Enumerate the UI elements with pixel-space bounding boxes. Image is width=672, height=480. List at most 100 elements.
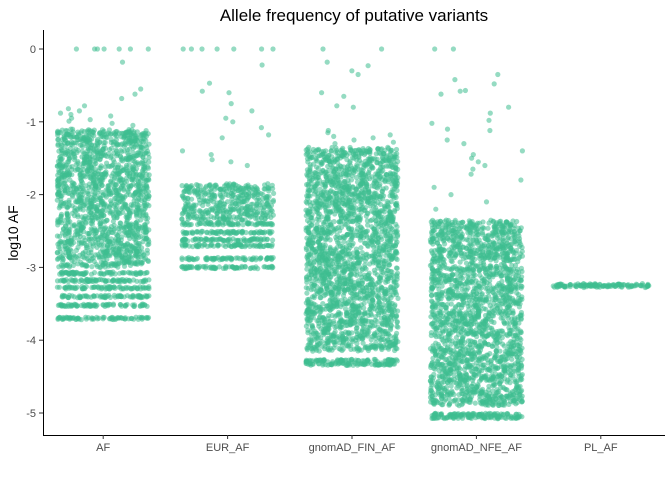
data-point-gnomad-fin-af xyxy=(377,174,383,180)
data-point-gnomad-fin-af xyxy=(379,188,385,195)
data-point-af xyxy=(132,270,138,276)
data-point-af xyxy=(81,303,87,309)
data-point-af xyxy=(121,294,127,300)
data-point-af xyxy=(127,210,133,216)
data-point-af xyxy=(79,148,86,154)
data-point-af xyxy=(73,254,79,260)
data-point-gnomad-fin-af xyxy=(350,240,356,246)
data-point-gnomad-fin-af xyxy=(329,291,335,297)
data-point-gnomad-fin-af xyxy=(372,233,378,239)
data-point-af xyxy=(69,203,75,209)
data-point-eur-af xyxy=(254,236,260,242)
data-point-gnomad-fin-af xyxy=(331,320,337,327)
data-point-eur-af xyxy=(195,186,201,192)
chart-title: Allele frequency of putative variants xyxy=(220,6,488,25)
data-point-af xyxy=(99,182,105,189)
data-point-af xyxy=(93,183,99,189)
data-point-gnomad-fin-af xyxy=(376,310,382,316)
data-point-gnomad-fin-af xyxy=(359,201,365,207)
data-point-af xyxy=(119,59,126,65)
data-point-gnomad-fin-af xyxy=(304,276,310,283)
data-point-gnomad-fin-af xyxy=(353,174,359,181)
data-point-eur-af xyxy=(228,159,234,165)
data-point-af xyxy=(77,294,83,300)
data-point-gnomad-fin-af xyxy=(357,224,364,230)
points-layer xyxy=(54,46,652,422)
data-point-gnomad-fin-af xyxy=(362,262,368,268)
data-point-af xyxy=(113,187,119,193)
data-point-eur-af xyxy=(199,228,205,234)
data-point-af xyxy=(141,197,147,203)
data-point-af xyxy=(132,91,138,97)
data-point-eur-af xyxy=(220,242,227,248)
data-point-af xyxy=(54,278,61,284)
data-point-eur-af xyxy=(234,229,240,236)
data-point-gnomad-fin-af xyxy=(364,234,370,240)
data-point-gnomad-fin-af xyxy=(304,290,310,296)
data-point-af xyxy=(79,144,86,150)
data-point-eur-af xyxy=(249,221,255,227)
data-point-gnomad-fin-af xyxy=(316,171,322,177)
data-point-gnomad-fin-af xyxy=(354,260,360,266)
data-point-af xyxy=(73,269,80,275)
data-point-eur-af xyxy=(206,80,213,86)
data-point-af xyxy=(64,132,70,138)
data-point-eur-af xyxy=(223,115,229,121)
data-point-af xyxy=(125,257,131,263)
data-point-af xyxy=(95,168,102,174)
data-point-gnomad-fin-af xyxy=(387,209,393,215)
data-point-af xyxy=(100,175,106,181)
data-point-af xyxy=(57,110,64,116)
data-point-gnomad-fin-af xyxy=(365,199,371,205)
data-point-af xyxy=(135,152,141,158)
data-point-af xyxy=(85,278,91,284)
data-point-af xyxy=(89,256,95,262)
data-point-eur-af xyxy=(199,46,205,52)
data-point-af xyxy=(116,250,122,256)
data-point-gnomad-fin-af xyxy=(392,154,398,160)
data-point-af xyxy=(143,211,149,217)
data-point-gnomad-fin-af xyxy=(331,271,337,277)
data-point-eur-af xyxy=(211,215,217,221)
data-point-eur-af xyxy=(248,265,254,271)
data-point-af xyxy=(57,314,63,321)
data-point-gnomad-fin-af xyxy=(389,191,395,197)
data-point-eur-af xyxy=(195,221,201,228)
data-point-gnomad-fin-af xyxy=(309,218,315,224)
data-point-gnomad-fin-af xyxy=(389,245,395,251)
data-point-af xyxy=(100,249,107,255)
data-point-gnomad-fin-af xyxy=(317,198,323,204)
data-point-gnomad-fin-af xyxy=(304,345,310,351)
data-point-af xyxy=(100,302,106,308)
data-point-af xyxy=(122,316,128,322)
data-point-af xyxy=(126,154,133,160)
data-point-af xyxy=(86,181,93,187)
data-point-eur-af xyxy=(203,221,209,227)
data-point-eur-af xyxy=(212,186,218,192)
data-point-af xyxy=(62,278,68,284)
data-point-gnomad-fin-af xyxy=(328,345,334,351)
data-point-af xyxy=(61,184,67,190)
data-point-af xyxy=(69,285,75,291)
data-point-af xyxy=(134,286,140,292)
data-point-af xyxy=(76,108,82,114)
data-point-gnomad-fin-af xyxy=(383,286,389,292)
data-point-af xyxy=(74,166,80,172)
data-point-af xyxy=(129,177,135,183)
data-point-gnomad-fin-af xyxy=(320,151,326,157)
data-point-eur-af xyxy=(261,236,268,242)
data-point-af xyxy=(114,133,120,139)
data-point-gnomad-fin-af xyxy=(388,284,394,291)
data-point-gnomad-fin-af xyxy=(370,260,376,266)
data-point-af xyxy=(89,214,95,221)
data-point-af xyxy=(138,136,144,142)
data-point-af xyxy=(134,198,140,204)
data-point-gnomad-fin-af xyxy=(387,292,393,298)
data-point-gnomad-fin-af xyxy=(341,179,347,185)
data-point-eur-af xyxy=(196,265,202,271)
data-point-af xyxy=(71,235,77,241)
data-point-af xyxy=(143,142,149,148)
data-point-gnomad-fin-af xyxy=(372,253,379,259)
data-point-gnomad-fin-af xyxy=(320,189,326,195)
data-point-af xyxy=(140,170,146,176)
